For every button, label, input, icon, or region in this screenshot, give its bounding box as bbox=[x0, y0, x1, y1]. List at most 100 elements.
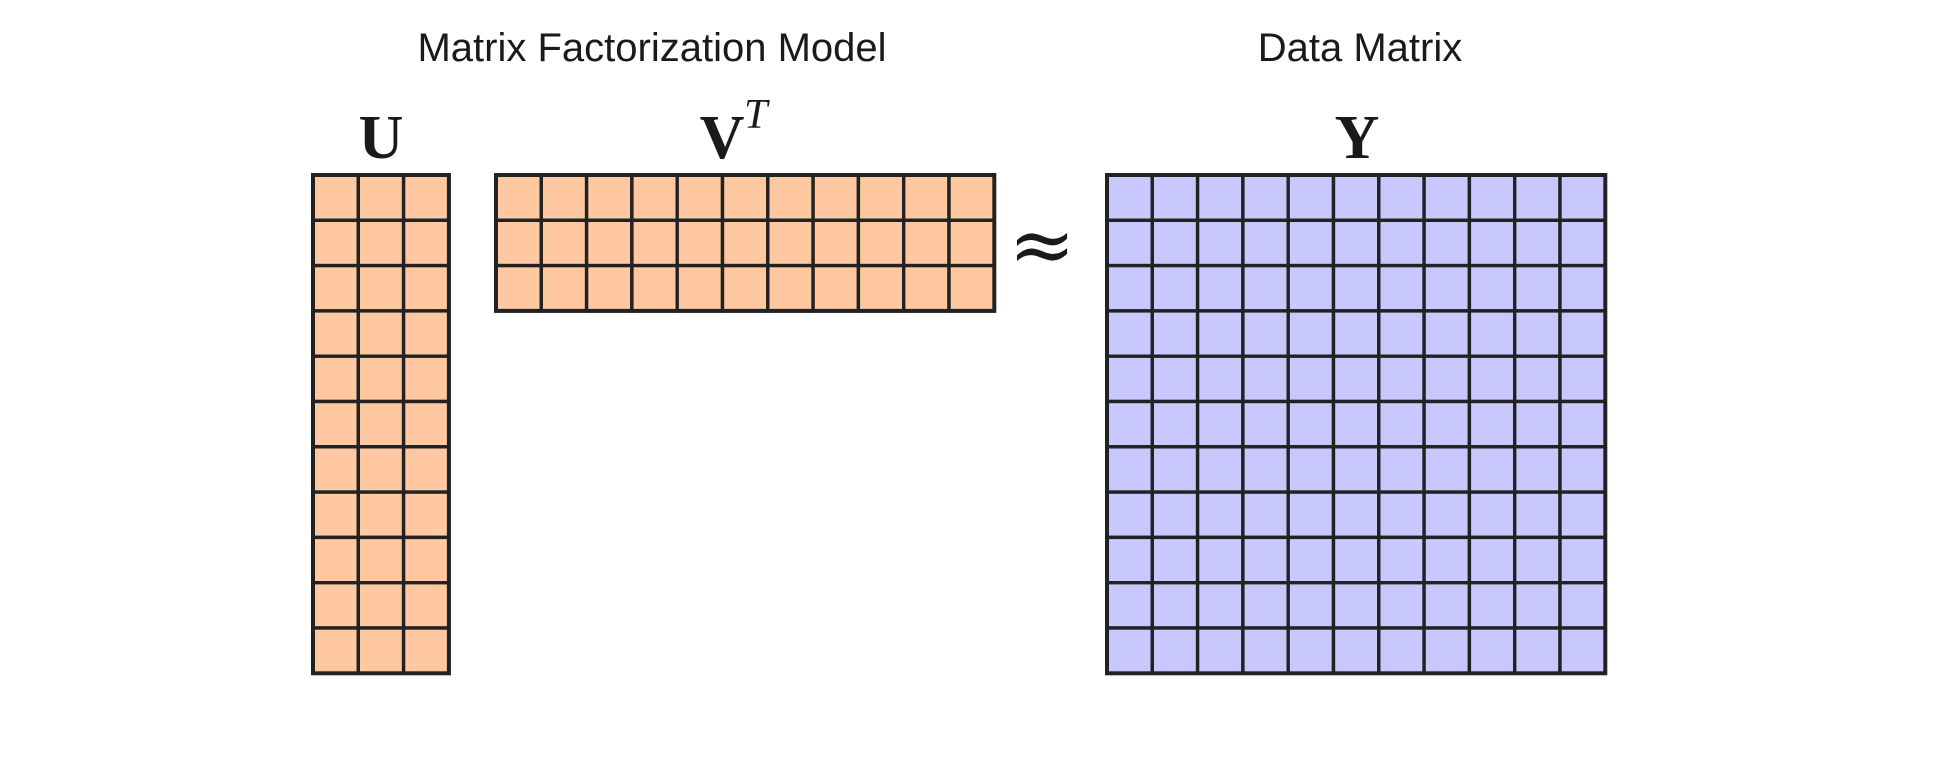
y-cell bbox=[1331, 535, 1381, 585]
y-cell bbox=[1331, 445, 1381, 494]
vt-cell bbox=[539, 263, 589, 313]
model-heading: Matrix Factorization Model bbox=[417, 26, 886, 70]
y-cell bbox=[1512, 399, 1562, 449]
y-cell bbox=[1512, 535, 1562, 585]
y-cell bbox=[1467, 445, 1517, 494]
y-cell bbox=[1150, 309, 1200, 358]
y-cell bbox=[1286, 218, 1336, 268]
u-cell bbox=[311, 445, 360, 494]
vt-cell bbox=[856, 173, 906, 222]
y-cell bbox=[1241, 218, 1290, 268]
u-cell bbox=[401, 354, 451, 404]
vt-cell bbox=[856, 218, 906, 268]
y-cell bbox=[1512, 626, 1562, 675]
y-cell bbox=[1195, 581, 1245, 630]
y-cell bbox=[1286, 626, 1336, 675]
u-border bbox=[311, 173, 451, 676]
y-cell bbox=[1105, 626, 1154, 675]
y-cell bbox=[1558, 309, 1607, 358]
y-cell bbox=[1241, 399, 1290, 449]
y-cell bbox=[1150, 445, 1200, 494]
y-cell bbox=[1377, 490, 1426, 540]
y-cell bbox=[1331, 581, 1381, 630]
vt-cell bbox=[584, 263, 634, 313]
u-cell bbox=[311, 581, 360, 630]
y-cell bbox=[1241, 445, 1290, 494]
u-cell bbox=[356, 309, 406, 358]
y-cell bbox=[1195, 309, 1245, 358]
y-cell bbox=[1331, 218, 1381, 268]
y-cell bbox=[1512, 445, 1562, 494]
vt-cell bbox=[902, 263, 951, 313]
u-cell bbox=[311, 535, 360, 585]
vt-cell bbox=[856, 263, 906, 313]
y-cell bbox=[1241, 309, 1290, 358]
u-cell bbox=[311, 490, 360, 540]
y-cell bbox=[1286, 581, 1336, 630]
y-cell bbox=[1377, 399, 1426, 449]
y-cell bbox=[1150, 263, 1200, 313]
y-cell bbox=[1331, 354, 1381, 404]
y-cell bbox=[1150, 354, 1200, 404]
y-cell bbox=[1467, 535, 1517, 585]
y-cell bbox=[1422, 218, 1472, 268]
y-cell bbox=[1195, 399, 1245, 449]
y-cell bbox=[1241, 490, 1290, 540]
y-cell bbox=[1195, 263, 1245, 313]
vt-cell bbox=[539, 218, 589, 268]
y-cell bbox=[1331, 626, 1381, 675]
y-cell bbox=[1558, 399, 1607, 449]
y-cell bbox=[1467, 173, 1517, 222]
y-cell bbox=[1512, 581, 1562, 630]
y-cell bbox=[1286, 173, 1336, 222]
u-cell bbox=[356, 581, 406, 630]
u-cell bbox=[401, 535, 451, 585]
y-cell bbox=[1467, 626, 1517, 675]
vt-cell bbox=[947, 218, 996, 268]
y-cell bbox=[1150, 581, 1200, 630]
vt-cell bbox=[494, 218, 543, 268]
u-cell bbox=[401, 490, 451, 540]
vt-cell bbox=[811, 218, 861, 268]
vt-cell bbox=[539, 173, 589, 222]
y-cell bbox=[1331, 309, 1381, 358]
u-cell bbox=[356, 490, 406, 540]
u-cell bbox=[401, 626, 451, 675]
y-cell bbox=[1512, 263, 1562, 313]
y-cell bbox=[1195, 445, 1245, 494]
y-cell bbox=[1105, 263, 1154, 313]
y-cell bbox=[1105, 581, 1154, 630]
vt-cell bbox=[675, 173, 725, 222]
y-cell bbox=[1241, 626, 1290, 675]
u-cell bbox=[401, 399, 451, 449]
vt-cell bbox=[811, 173, 861, 222]
y-cell bbox=[1467, 309, 1517, 358]
y-cell bbox=[1286, 263, 1336, 313]
y-cell bbox=[1286, 445, 1336, 494]
vt-cell bbox=[947, 263, 996, 313]
vt-cell bbox=[766, 263, 815, 313]
vt-cell bbox=[947, 173, 996, 222]
y-cell bbox=[1105, 490, 1154, 540]
u-cell bbox=[311, 218, 360, 268]
vt-cell bbox=[766, 173, 815, 222]
y-cell bbox=[1105, 173, 1154, 222]
y-cell bbox=[1377, 626, 1426, 675]
u-cell bbox=[401, 263, 451, 313]
u-symbol: U bbox=[359, 104, 404, 172]
y-cell bbox=[1331, 173, 1381, 222]
y-cell bbox=[1286, 309, 1336, 358]
y-cell bbox=[1286, 535, 1336, 585]
y-cell bbox=[1422, 626, 1472, 675]
vt-cell bbox=[720, 218, 770, 268]
y-cell bbox=[1105, 354, 1154, 404]
vt-cell bbox=[902, 218, 951, 268]
y-cell bbox=[1150, 535, 1200, 585]
u-cell bbox=[311, 399, 360, 449]
y-cell bbox=[1195, 490, 1245, 540]
transpose-superscript: T bbox=[744, 92, 770, 138]
y-cell bbox=[1512, 354, 1562, 404]
y-cell bbox=[1422, 173, 1472, 222]
v-symbol: V bbox=[700, 104, 745, 172]
u-cell bbox=[356, 263, 406, 313]
